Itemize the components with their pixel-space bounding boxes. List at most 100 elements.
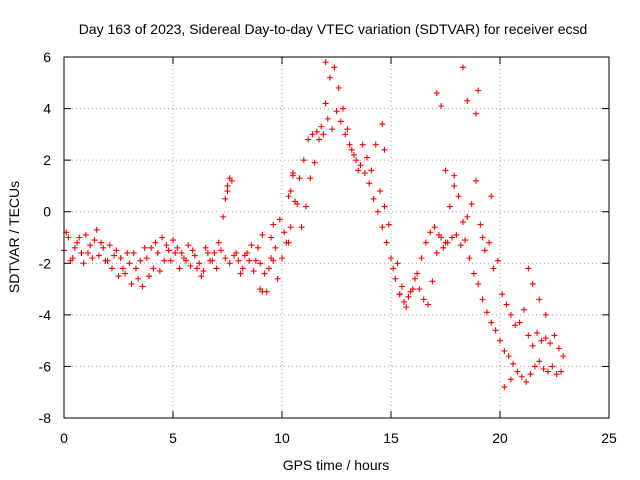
data-point	[71, 244, 78, 251]
data-point	[357, 162, 364, 169]
data-point	[84, 249, 91, 256]
data-point	[518, 373, 525, 380]
data-point	[235, 257, 242, 264]
data-point	[113, 247, 120, 254]
data-point	[289, 170, 296, 177]
data-point	[167, 257, 174, 264]
data-point	[250, 268, 257, 275]
data-point	[536, 358, 543, 365]
data-point	[544, 368, 551, 375]
data-point	[464, 213, 471, 220]
data-point	[390, 265, 397, 272]
data-point	[272, 244, 279, 251]
data-point	[438, 234, 445, 241]
data-point	[285, 239, 292, 246]
data-point	[427, 229, 434, 236]
data-point	[316, 136, 323, 143]
data-point	[217, 247, 224, 254]
data-point	[108, 265, 115, 272]
data-point	[154, 249, 161, 256]
data-point	[128, 280, 135, 287]
data-point	[551, 332, 558, 339]
data-point	[222, 195, 229, 202]
data-point	[200, 268, 207, 275]
data-point	[451, 172, 458, 179]
data-point	[381, 203, 388, 210]
data-point	[401, 298, 408, 305]
data-point	[370, 195, 377, 202]
data-point	[148, 244, 155, 251]
data-point	[285, 193, 292, 200]
data-point	[385, 221, 392, 228]
data-point	[220, 213, 227, 220]
data-point	[560, 353, 567, 360]
data-point	[344, 126, 351, 133]
data-points	[61, 59, 567, 391]
data-point	[442, 167, 449, 174]
data-point	[115, 273, 122, 280]
data-point	[89, 255, 96, 262]
data-point	[176, 265, 183, 272]
data-point	[213, 265, 220, 272]
data-point	[259, 288, 266, 295]
data-point	[414, 270, 421, 277]
data-point	[422, 239, 429, 246]
data-point	[475, 280, 482, 287]
data-point	[525, 332, 532, 339]
data-point	[462, 237, 469, 244]
x-tick-label: 25	[601, 430, 617, 446]
data-point	[342, 131, 349, 138]
data-point	[87, 242, 94, 249]
y-tick-label: -6	[39, 358, 52, 374]
data-point	[296, 175, 303, 182]
data-point	[276, 216, 283, 223]
data-point	[163, 242, 170, 249]
data-point	[420, 296, 427, 303]
x-tick-label: 5	[169, 430, 177, 446]
data-point	[287, 224, 294, 231]
data-point	[196, 260, 203, 267]
data-point	[252, 257, 259, 264]
data-point	[558, 368, 565, 375]
data-point	[473, 110, 480, 117]
data-point	[361, 170, 368, 177]
data-point	[259, 231, 266, 238]
data-point	[261, 270, 268, 277]
data-point	[95, 252, 102, 259]
data-point	[185, 242, 192, 249]
y-axis-label: SDTVAR / TECUs	[6, 181, 22, 293]
data-point	[255, 244, 262, 251]
data-point	[379, 224, 386, 231]
data-point	[527, 371, 534, 378]
data-point	[281, 229, 288, 236]
data-point	[257, 260, 264, 267]
axis-ticks	[63, 56, 610, 419]
data-point	[335, 84, 342, 91]
data-point	[331, 64, 338, 71]
data-point	[475, 87, 482, 94]
data-point	[119, 265, 126, 272]
data-point	[117, 255, 124, 262]
data-point	[507, 311, 514, 318]
data-point	[547, 340, 554, 347]
data-point	[135, 275, 142, 282]
data-point	[274, 275, 281, 282]
data-point	[161, 257, 168, 264]
data-point	[305, 136, 312, 143]
data-point	[501, 384, 508, 391]
data-point	[381, 146, 388, 153]
data-point	[479, 234, 486, 241]
data-point	[510, 360, 517, 367]
data-point	[449, 234, 456, 241]
y-tick-label: -8	[39, 410, 52, 426]
data-point	[98, 239, 105, 246]
data-point	[270, 221, 277, 228]
data-point	[279, 255, 285, 262]
data-point	[150, 265, 157, 272]
data-point	[143, 255, 150, 262]
data-point	[322, 59, 329, 66]
data-point	[494, 257, 501, 264]
data-point	[468, 200, 475, 207]
data-point	[364, 154, 371, 161]
